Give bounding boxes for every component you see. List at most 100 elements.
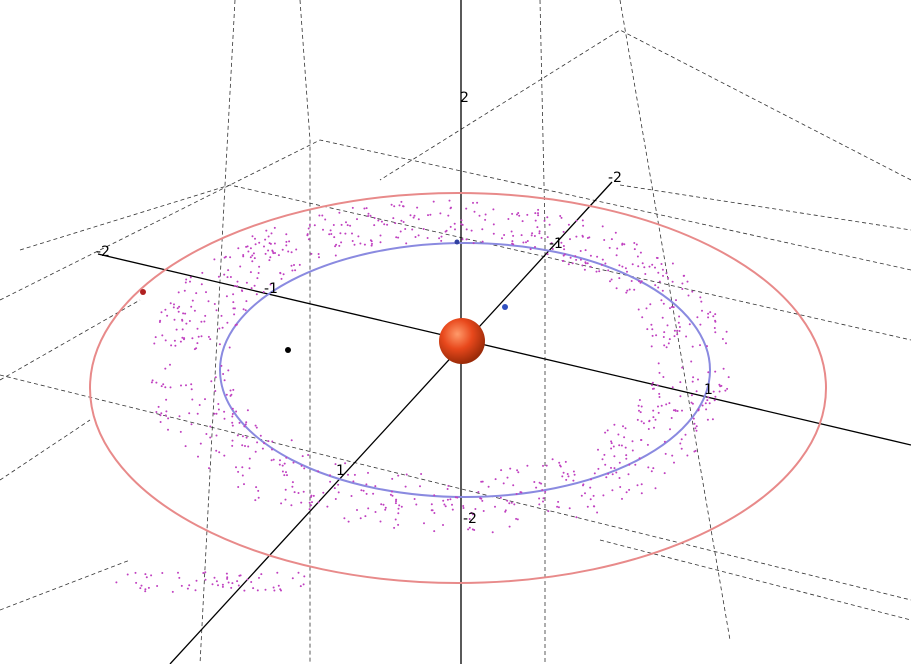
- particle: [167, 417, 169, 419]
- particle: [676, 333, 678, 335]
- particle: [335, 255, 337, 257]
- particle: [471, 230, 473, 232]
- particle: [556, 506, 558, 508]
- particle: [173, 306, 175, 308]
- particle: [214, 303, 216, 305]
- particle: [165, 399, 167, 401]
- particle: [310, 496, 312, 498]
- particle: [151, 381, 153, 383]
- particle: [413, 217, 415, 219]
- particle: [442, 524, 444, 526]
- particle: [269, 256, 271, 258]
- particle: [439, 212, 441, 214]
- particle: [504, 511, 506, 513]
- particle: [258, 242, 260, 244]
- particle: [197, 456, 199, 458]
- grid-line: [200, 0, 235, 664]
- particle: [640, 411, 642, 413]
- particle: [380, 235, 382, 237]
- particle: [282, 471, 284, 473]
- particle: [625, 427, 627, 429]
- particle: [449, 200, 451, 202]
- particle: [604, 432, 606, 434]
- particle: [601, 264, 603, 266]
- particle: [465, 208, 467, 210]
- particle: [702, 405, 704, 407]
- particle: [512, 484, 514, 486]
- particle: [610, 440, 612, 442]
- particle: [195, 347, 197, 349]
- particle: [686, 455, 688, 457]
- particle: [575, 516, 577, 518]
- particle: [367, 215, 369, 217]
- particle: [593, 495, 595, 497]
- particle: [714, 331, 716, 333]
- particle: [651, 384, 653, 386]
- particle: [183, 338, 185, 340]
- particle: [285, 471, 287, 473]
- particle: [405, 242, 407, 244]
- particle: [501, 237, 503, 239]
- particle: [239, 266, 241, 268]
- particle: [705, 402, 707, 404]
- particle: [282, 465, 284, 467]
- particle: [517, 518, 519, 520]
- particle: [161, 572, 163, 574]
- particle: [706, 399, 708, 401]
- particle: [481, 228, 483, 230]
- particle: [474, 508, 476, 510]
- particle: [334, 245, 336, 247]
- particle: [527, 240, 529, 242]
- particle: [229, 347, 231, 349]
- particle: [694, 423, 696, 425]
- axis-label: 1: [336, 463, 345, 479]
- particle: [218, 409, 220, 411]
- particle: [714, 396, 716, 398]
- particle: [461, 219, 463, 221]
- particle: [152, 379, 154, 381]
- particle: [204, 571, 206, 573]
- particle: [242, 254, 244, 256]
- particle: [200, 321, 202, 323]
- particle: [250, 247, 252, 249]
- particle: [560, 466, 562, 468]
- particle: [662, 290, 664, 292]
- particle: [511, 231, 513, 233]
- particle: [563, 472, 565, 474]
- particle: [293, 462, 295, 464]
- particle: [271, 441, 273, 443]
- particle: [191, 423, 193, 425]
- particle: [160, 421, 162, 423]
- particle: [169, 364, 171, 366]
- particle: [509, 468, 511, 470]
- particle: [160, 412, 162, 414]
- particle: [314, 224, 316, 226]
- particle: [247, 579, 249, 581]
- particle: [258, 577, 260, 579]
- particle: [565, 461, 567, 463]
- particle: [536, 226, 538, 228]
- particle: [637, 419, 639, 421]
- particle: [402, 205, 404, 207]
- particle: [200, 443, 202, 445]
- particle: [310, 504, 312, 506]
- particle: [563, 248, 565, 250]
- particle: [628, 489, 630, 491]
- particle: [660, 299, 662, 301]
- particle: [602, 225, 604, 227]
- particle: [231, 422, 233, 424]
- particle: [681, 283, 683, 285]
- particle: [661, 263, 663, 265]
- particle: [507, 477, 509, 479]
- particle: [292, 577, 294, 579]
- particle: [472, 528, 474, 530]
- particle: [681, 438, 683, 440]
- particle: [707, 316, 709, 318]
- particle: [205, 291, 207, 293]
- axis-label: -2: [463, 511, 477, 527]
- particle: [199, 404, 201, 406]
- particle: [263, 442, 265, 444]
- particle: [483, 510, 485, 512]
- particle: [699, 344, 701, 346]
- particle: [462, 238, 464, 240]
